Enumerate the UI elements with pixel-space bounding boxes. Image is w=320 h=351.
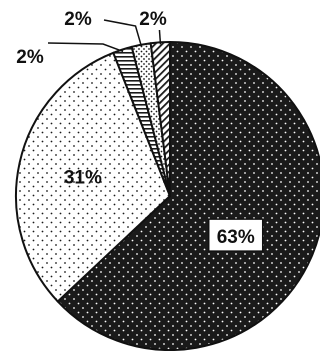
slice-label-0: 63% bbox=[217, 227, 255, 248]
pie-slices bbox=[15, 41, 320, 351]
slice-label-1: 31% bbox=[64, 168, 102, 189]
leader-lines bbox=[47, 19, 162, 53]
pie-slice-0 bbox=[56, 41, 320, 351]
slice-label-4: 2% bbox=[139, 9, 167, 30]
slice-labels: 63% 31% 2% 2% 2% bbox=[16, 9, 264, 252]
leader-line-2 bbox=[47, 42, 124, 53]
slice-label-2: 2% bbox=[16, 47, 44, 68]
leader-line-4 bbox=[158, 29, 162, 45]
slice-label-box-0 bbox=[207, 218, 264, 252]
pie-slice-1 bbox=[15, 51, 171, 303]
leader-line-3 bbox=[103, 19, 143, 47]
slice-label-3: 2% bbox=[64, 9, 92, 30]
